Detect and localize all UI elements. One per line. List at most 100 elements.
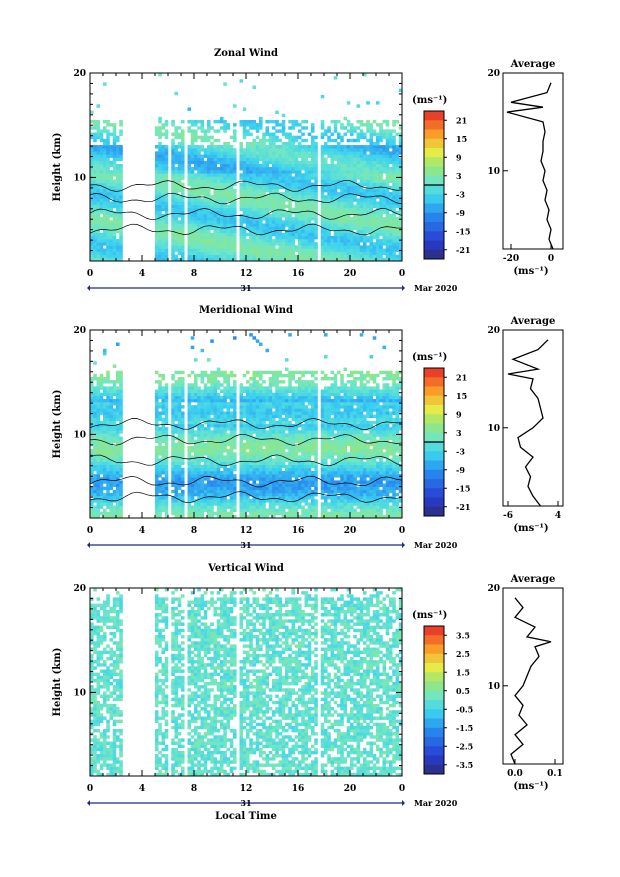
heatmap-cell [188,465,192,468]
heatmap-cell [100,402,104,405]
heatmap-cell [243,205,247,208]
heatmap-cell [162,151,166,154]
heatmap-cell [171,446,175,449]
heatmap-cell [201,205,205,208]
heatmap-cell [363,145,367,148]
heatmap-cell [100,393,104,396]
heatmap-cell [162,252,166,255]
heatmap-cell [230,490,234,493]
heatmap-cell [119,393,123,396]
heatmap-cell [389,154,393,157]
heatmap-cell [191,136,195,139]
heatmap-cell [214,449,218,452]
heatmap-cell [220,252,224,255]
heatmap-cell [279,205,283,208]
heatmap-cell [285,217,289,220]
heatmap-cell [334,129,338,132]
heatmap-cell [210,176,214,179]
heatmap-cell [175,452,179,455]
colorbar-unit: (ms⁻¹) [412,95,447,106]
heatmap-cell [155,180,159,183]
heatmap-cell [282,170,286,173]
heatmap-cell [269,201,273,204]
heatmap-cell [337,205,341,208]
heatmap-cell [90,405,94,408]
heatmap-cell [175,195,179,198]
heatmap-cell [97,154,101,157]
heatmap-cell [106,512,110,515]
heatmap-cell [178,433,182,436]
heatmap-cell [269,145,273,148]
heatmap-cell [275,255,279,258]
heatmap-cell [272,205,276,208]
heatmap-cell [188,227,192,230]
heatmap-cell [360,133,364,136]
heatmap-cell [324,252,328,255]
heatmap-cell [389,151,393,154]
heatmap-cell [214,386,218,389]
heatmap-cell [370,176,374,179]
heatmap-cell [116,158,120,161]
heatmap-cell [370,220,374,223]
heatmap-cell [383,192,387,195]
heatmap-cell [305,164,309,167]
heatmap-cell [233,176,237,179]
heatmap-cell [165,446,169,449]
heatmap-cell [350,173,354,176]
heatmap-cell [347,101,351,104]
heatmap-cell [311,158,315,161]
heatmap-cell [97,462,101,465]
heatmap-cell [178,151,182,154]
heatmap-cell [344,148,348,151]
heatmap-cell [194,465,198,468]
heatmap-cell [106,255,110,258]
heatmap-cell [165,415,169,418]
heatmap-cell [233,248,237,251]
heatmap-cell [214,452,218,455]
heatmap-cell [383,136,387,139]
heatmap-cell [113,399,117,402]
heatmap-cell [366,139,370,142]
heatmap-cell [210,380,214,383]
heatmap-cell [357,136,361,139]
heatmap-cell [383,180,387,183]
heatmap-cell [240,421,244,424]
heatmap-cell [171,208,175,211]
heatmap-cell [207,230,211,233]
heatmap-cell [119,415,123,418]
heatmap-cell [103,233,107,236]
heatmap-cell [97,505,101,508]
heatmap-cell [240,411,244,414]
heatmap-cell [360,154,364,157]
heatmap-cell [93,458,97,461]
heatmap-cell [119,493,123,496]
heatmap-cell [175,402,179,405]
heatmap-cell [90,449,94,452]
heatmap-cell [308,148,312,151]
heatmap-cell [227,148,231,151]
heatmap-cell [188,230,192,233]
heatmap-cell [327,233,331,236]
heatmap-cell [308,245,312,248]
heatmap-cell [243,487,247,490]
heatmap-cell [321,223,325,226]
heatmap-cell [119,480,123,483]
heatmap-cell [188,214,192,217]
heatmap-cell [181,145,185,148]
heatmap-cell [227,142,231,145]
heatmap-cell [344,117,348,120]
x-tick-label: 0 [87,269,93,279]
heatmap-cell [389,145,393,148]
heatmap-cell [233,136,237,139]
heatmap-cell [165,499,169,502]
heatmap-cell [191,346,195,349]
heatmap-cell [279,198,283,201]
heatmap-cell [275,148,279,151]
heatmap-cell [314,255,318,258]
heatmap-cell [275,129,279,132]
heatmap-cell [217,192,221,195]
heatmap-cell [106,151,110,154]
heatmap-cell [227,402,231,405]
heatmap-cell [106,386,110,389]
heatmap-cell [337,176,341,179]
